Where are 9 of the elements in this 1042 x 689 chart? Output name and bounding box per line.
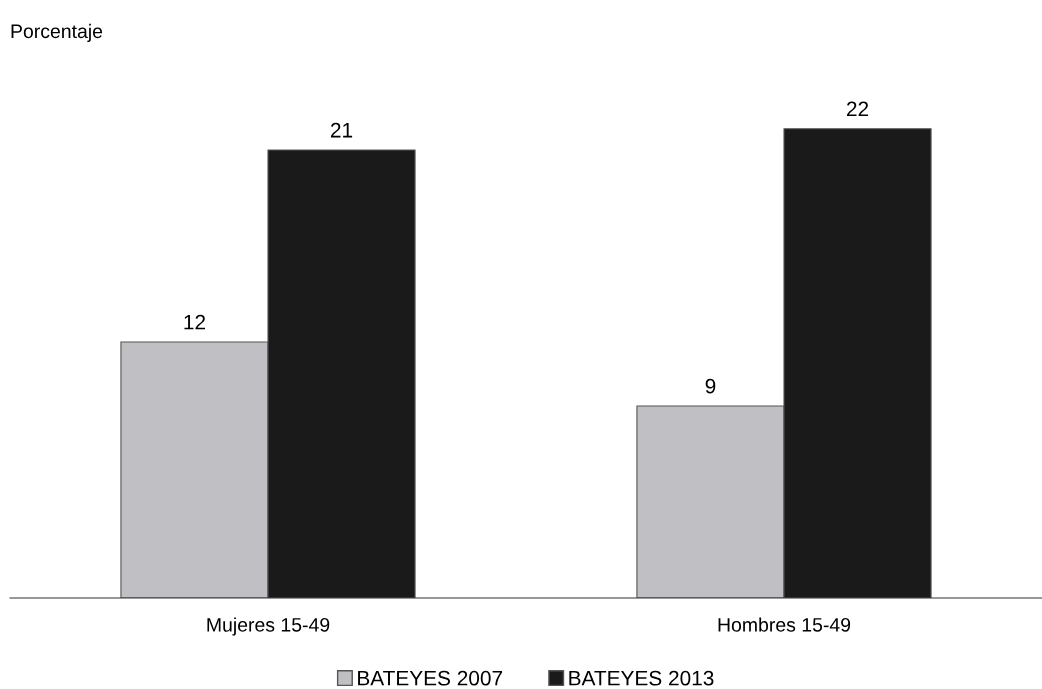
x-tick-label: Mujeres 15-49 [207,617,330,636]
legend-label: BATEYES 2007 [358,670,503,686]
legend-label: BATEYES 2013 [569,670,714,686]
data-label: 9 [705,378,716,394]
y-axis-title: Porcentaje [11,23,103,42]
x-tick-label: Hombres 15-49 [718,617,851,632]
data-label: 22 [846,101,869,117]
data-label: 12 [184,314,206,330]
data-label: 21 [330,122,353,138]
